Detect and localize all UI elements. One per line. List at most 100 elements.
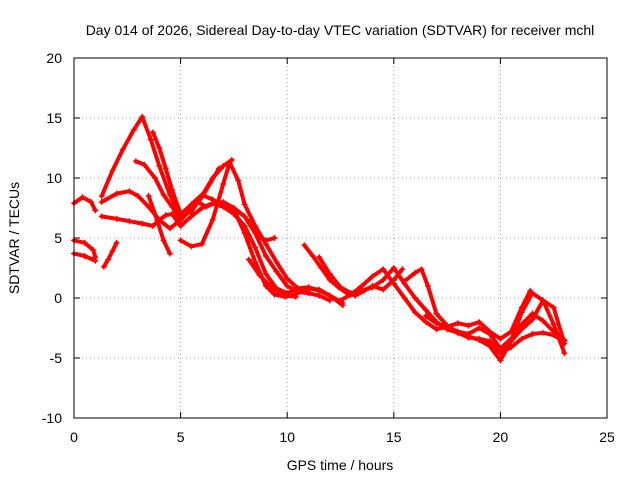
- data-point: [273, 268, 280, 275]
- data-point: [561, 350, 568, 357]
- data-point: [113, 215, 120, 222]
- data-point: [166, 225, 173, 232]
- data-point: [188, 243, 195, 250]
- data-point: [241, 201, 248, 208]
- data-point: [92, 207, 99, 214]
- data-point: [476, 335, 483, 342]
- data-point: [149, 223, 156, 229]
- y-tick-label: 0: [54, 290, 62, 306]
- data-point: [207, 179, 214, 186]
- data-point: [476, 319, 483, 325]
- data-point: [98, 213, 105, 220]
- data-point: [305, 289, 312, 295]
- y-tick-label: 15: [46, 110, 62, 126]
- data-point: [508, 344, 515, 351]
- data-point: [126, 218, 133, 225]
- series-arc-7: [100, 239, 120, 270]
- data-point: [90, 247, 97, 253]
- data-point: [399, 266, 406, 273]
- data-point: [316, 254, 323, 261]
- data-point: [120, 146, 127, 153]
- series-line: [150, 130, 332, 303]
- data-point: [497, 347, 504, 354]
- data-point: [369, 273, 376, 280]
- data-point: [561, 340, 568, 347]
- series-arc-13: [245, 256, 299, 300]
- data-point: [177, 223, 184, 229]
- data-point: [149, 129, 156, 136]
- data-point: [241, 223, 248, 229]
- data-point: [92, 257, 99, 264]
- data-point: [380, 266, 387, 273]
- data-point: [209, 217, 216, 223]
- series-arc-8: [132, 158, 222, 223]
- data-point: [105, 256, 112, 263]
- data-point: [326, 297, 333, 304]
- data-point: [418, 266, 425, 273]
- data-point: [390, 280, 397, 287]
- data-point: [256, 272, 263, 279]
- data-point: [113, 190, 120, 197]
- data-point: [348, 291, 355, 298]
- data-point: [401, 278, 408, 285]
- data-point: [220, 181, 227, 187]
- data-point: [422, 319, 429, 325]
- y-tick-label: 5: [54, 230, 62, 246]
- data-point: [292, 293, 299, 300]
- data-point: [390, 265, 397, 271]
- data-point: [130, 127, 137, 133]
- data-point: [271, 235, 278, 241]
- data-point: [433, 326, 440, 333]
- data-point: [358, 283, 365, 289]
- x-tick-label: 5: [177, 429, 185, 445]
- data-point: [380, 277, 387, 283]
- data-point: [162, 165, 169, 172]
- data-point: [273, 259, 280, 265]
- data-point: [226, 159, 233, 166]
- y-tick-label: -10: [42, 410, 62, 426]
- data-point: [540, 329, 547, 336]
- data-point: [550, 321, 557, 328]
- data-point: [230, 205, 237, 211]
- series-arc-1: [71, 194, 99, 214]
- data-point: [275, 289, 282, 295]
- data-point: [100, 263, 107, 270]
- data-point: [433, 320, 440, 327]
- data-point: [465, 322, 472, 329]
- axis-ticks: [73, 57, 608, 419]
- data-point: [139, 113, 146, 120]
- series-line: [99, 201, 345, 305]
- data-point: [113, 239, 120, 246]
- data-point: [529, 316, 536, 323]
- data-point: [160, 237, 167, 244]
- data-point: [486, 338, 493, 345]
- data-point: [198, 241, 205, 247]
- data-point: [169, 187, 176, 193]
- data-point: [169, 203, 176, 210]
- x-tick-label: 0: [70, 429, 78, 445]
- data-point: [518, 304, 525, 311]
- data-point: [177, 237, 184, 244]
- data-point: [186, 203, 193, 210]
- y-axis-label: SDTVAR / TECUs: [6, 182, 22, 294]
- series-line: [317, 255, 567, 363]
- data-point: [152, 175, 159, 181]
- data-point: [134, 193, 141, 199]
- data-point: [529, 331, 536, 337]
- data-point: [412, 269, 419, 276]
- data-point: [508, 338, 515, 345]
- data-point: [254, 232, 261, 239]
- data-point: [177, 217, 184, 223]
- data-point: [518, 326, 525, 333]
- data-point: [309, 253, 316, 259]
- x-tick-label: 20: [493, 429, 509, 445]
- data-point: [497, 357, 504, 364]
- data-point: [412, 309, 419, 316]
- series-line: [146, 194, 172, 256]
- data-point: [433, 310, 440, 317]
- data-point: [454, 329, 461, 336]
- data-point: [81, 253, 88, 259]
- data-point: [369, 284, 376, 291]
- y-tick-label: -5: [50, 350, 63, 366]
- data-point: [284, 275, 291, 282]
